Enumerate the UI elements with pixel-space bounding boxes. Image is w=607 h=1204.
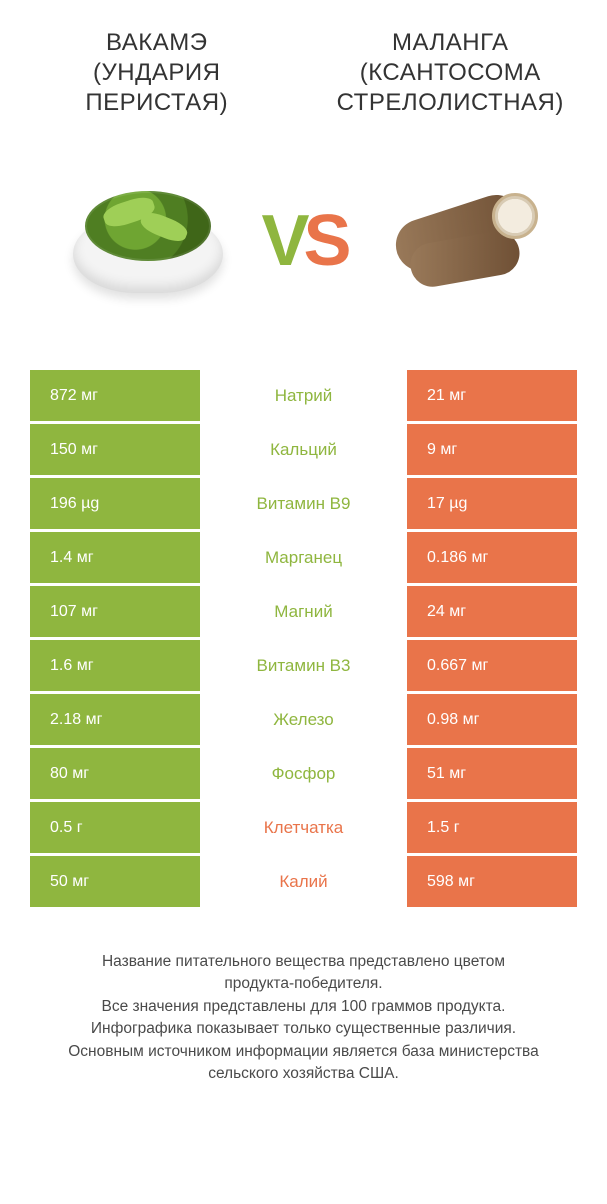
left-value: 0.5 г	[30, 802, 200, 853]
left-value: 150 мг	[30, 424, 200, 475]
table-row: 0.5 гКлетчатка1.5 г	[30, 802, 577, 853]
nutrient-name: Натрий	[200, 370, 407, 421]
footer-line: Все значения представлены для 100 граммо…	[28, 996, 579, 1018]
right-title: МАЛАНГА (КСАНТОСОМА СТРЕЛОЛИСТНАЯ)	[304, 28, 598, 118]
right-value: 0.186 мг	[407, 532, 577, 583]
footer-line: Название питательного вещества представл…	[28, 951, 579, 973]
wakame-bowl-icon	[63, 181, 233, 301]
left-title-line2: (УНДАРИЯ	[10, 58, 304, 88]
malanga-root-icon	[374, 171, 544, 311]
right-value: 0.667 мг	[407, 640, 577, 691]
nutrient-name: Витамин B3	[200, 640, 407, 691]
nutrient-name: Кальций	[200, 424, 407, 475]
table-row: 107 мгМагний24 мг	[30, 586, 577, 637]
right-value: 24 мг	[407, 586, 577, 637]
left-value: 80 мг	[30, 748, 200, 799]
hero-row: VS	[0, 146, 607, 336]
left-value: 196 µg	[30, 478, 200, 529]
right-value: 51 мг	[407, 748, 577, 799]
left-food-image	[53, 161, 243, 321]
table-row: 2.18 мгЖелезо0.98 мг	[30, 694, 577, 745]
left-value: 872 мг	[30, 370, 200, 421]
nutrient-name: Железо	[200, 694, 407, 745]
nutrient-name: Фосфор	[200, 748, 407, 799]
footer-notes: Название питательного вещества представл…	[28, 951, 579, 1086]
right-value: 1.5 г	[407, 802, 577, 853]
left-value: 107 мг	[30, 586, 200, 637]
table-row: 50 мгКалий598 мг	[30, 856, 577, 907]
vs-s: S	[304, 205, 346, 277]
titles-row: ВАКАМЭ (УНДАРИЯ ПЕРИСТАЯ) МАЛАНГА (КСАНТ…	[0, 0, 607, 118]
vs-v: V	[261, 205, 303, 277]
footer-line: Основным источником информации является …	[28, 1041, 579, 1063]
left-title-line1: ВАКАМЭ	[10, 28, 304, 58]
left-title-line3: ПЕРИСТАЯ)	[10, 88, 304, 118]
table-row: 1.6 мгВитамин B30.667 мг	[30, 640, 577, 691]
right-value: 17 µg	[407, 478, 577, 529]
vs-label: VS	[261, 205, 345, 277]
nutrient-name: Магний	[200, 586, 407, 637]
right-food-image	[364, 161, 554, 321]
nutrient-name: Витамин B9	[200, 478, 407, 529]
right-value: 9 мг	[407, 424, 577, 475]
comparison-table: 872 мгНатрий21 мг150 мгКальций9 мг196 µg…	[30, 370, 577, 907]
infographic: ВАКАМЭ (УНДАРИЯ ПЕРИСТАЯ) МАЛАНГА (КСАНТ…	[0, 0, 607, 1204]
table-row: 196 µgВитамин B917 µg	[30, 478, 577, 529]
nutrient-name: Марганец	[200, 532, 407, 583]
table-row: 872 мгНатрий21 мг	[30, 370, 577, 421]
right-value: 598 мг	[407, 856, 577, 907]
right-title-line2: (КСАНТОСОМА	[304, 58, 598, 88]
right-title-line3: СТРЕЛОЛИСТНАЯ)	[304, 88, 598, 118]
left-value: 50 мг	[30, 856, 200, 907]
left-value: 2.18 мг	[30, 694, 200, 745]
footer-line: продукта-победителя.	[28, 973, 579, 995]
table-row: 150 мгКальций9 мг	[30, 424, 577, 475]
right-value: 0.98 мг	[407, 694, 577, 745]
left-title: ВАКАМЭ (УНДАРИЯ ПЕРИСТАЯ)	[10, 28, 304, 118]
footer-line: Инфографика показывает только существенн…	[28, 1018, 579, 1040]
left-value: 1.4 мг	[30, 532, 200, 583]
table-row: 1.4 мгМарганец0.186 мг	[30, 532, 577, 583]
nutrient-name: Клетчатка	[200, 802, 407, 853]
right-title-line1: МАЛАНГА	[304, 28, 598, 58]
left-value: 1.6 мг	[30, 640, 200, 691]
right-value: 21 мг	[407, 370, 577, 421]
table-row: 80 мгФосфор51 мг	[30, 748, 577, 799]
footer-line: сельского хозяйства США.	[28, 1063, 579, 1085]
nutrient-name: Калий	[200, 856, 407, 907]
